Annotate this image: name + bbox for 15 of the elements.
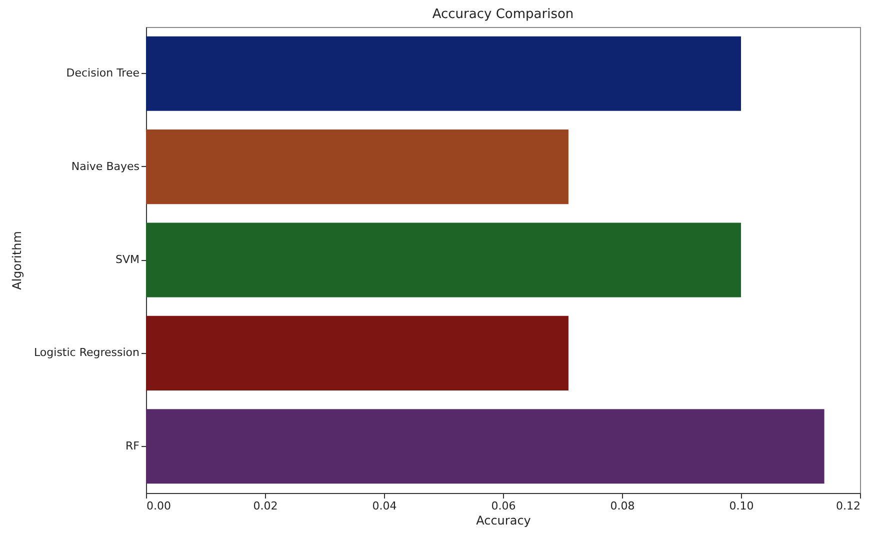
- x-tick-label: 0.08: [610, 500, 635, 512]
- x-tick-label: 0.02: [253, 500, 278, 512]
- x-tick-label: 0.06: [491, 500, 516, 512]
- x-tick-label: 0.04: [372, 500, 397, 512]
- y-tick-label: Logistic Regression: [34, 346, 140, 360]
- x-axis-title: Accuracy: [476, 514, 531, 528]
- y-tick-label: Decision Tree: [66, 66, 140, 80]
- x-tick-label: 0.12: [836, 500, 860, 512]
- y-tick-label: RF: [126, 439, 140, 452]
- y-tick-label: SVM: [116, 253, 140, 266]
- y-tick-label: Naive Bayes: [71, 160, 140, 173]
- x-tick-label: 0.00: [146, 500, 171, 512]
- y-axis-title: Algorithm: [10, 231, 24, 290]
- chart-title: Accuracy Comparison: [432, 7, 574, 22]
- x-tick-label: 0.10: [729, 500, 754, 512]
